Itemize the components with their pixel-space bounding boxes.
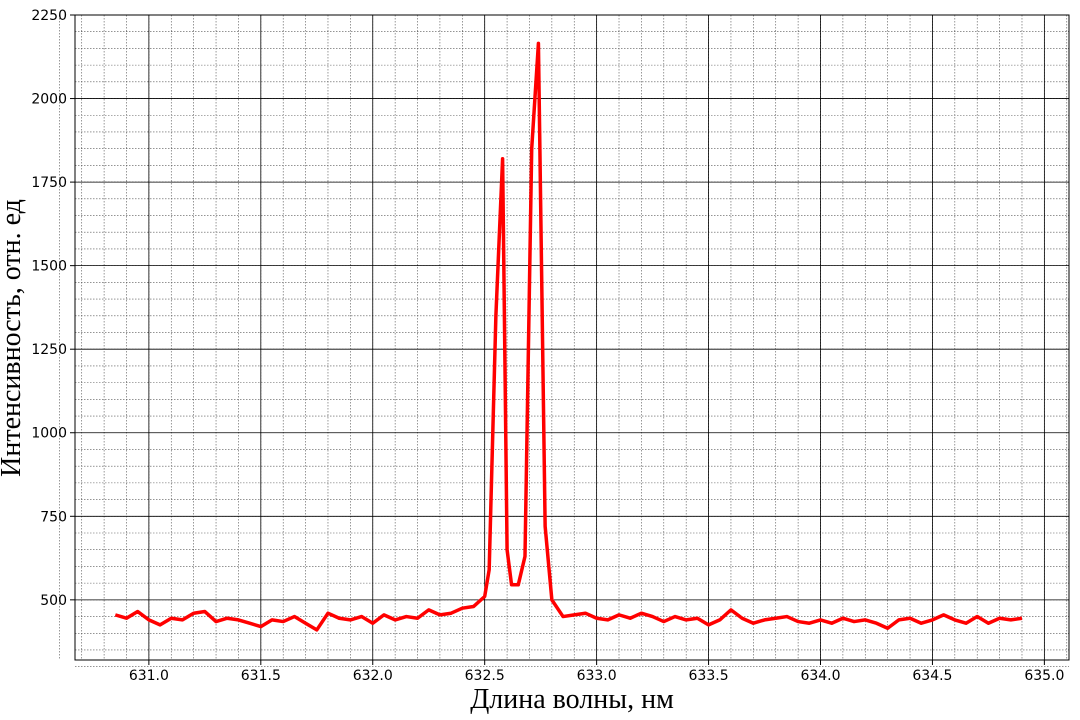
y-tick-label: 1500 bbox=[31, 259, 67, 275]
x-axis-label: Длина волны, нм bbox=[470, 684, 674, 715]
x-tick-label: 633.5 bbox=[689, 668, 729, 684]
y-tick-label: 1750 bbox=[31, 175, 67, 191]
y-tick-label: 2250 bbox=[31, 8, 67, 24]
y-tick-label: 500 bbox=[40, 593, 67, 609]
x-tick-label: 633.0 bbox=[577, 668, 617, 684]
x-tick-label: 634.0 bbox=[800, 668, 840, 684]
y-tick-label: 1250 bbox=[31, 342, 67, 358]
y-tick-label: 750 bbox=[40, 509, 67, 525]
x-tick-label: 631.5 bbox=[241, 668, 281, 684]
x-tick-label: 634.5 bbox=[912, 668, 952, 684]
x-tick-label: 632.5 bbox=[465, 668, 505, 684]
y-tick-label: 2000 bbox=[31, 92, 67, 108]
y-axis-label: Интенсивность, отн. ед bbox=[0, 199, 27, 477]
y-tick-label: 1000 bbox=[31, 426, 67, 442]
x-tick-label: 635.0 bbox=[1024, 668, 1064, 684]
line bbox=[114, 41, 1023, 632]
x-tick-label: 631.0 bbox=[129, 668, 169, 684]
x-tick-label: 632.0 bbox=[353, 668, 393, 684]
plot-frame bbox=[74, 14, 1070, 661]
